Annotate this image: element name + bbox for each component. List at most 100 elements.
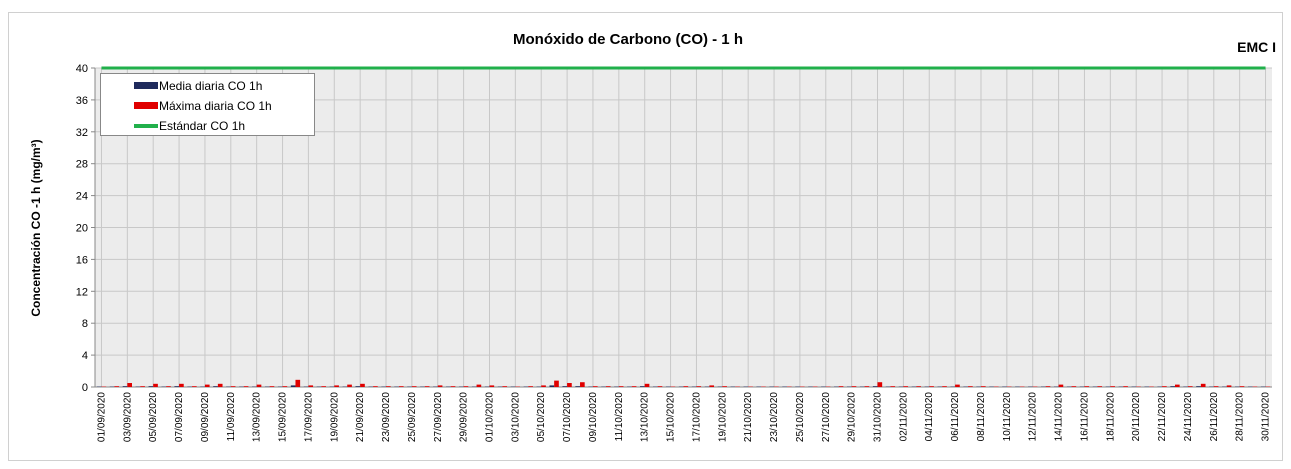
bar (903, 386, 909, 387)
bar (942, 386, 947, 387)
bar (243, 386, 249, 387)
bar (386, 386, 391, 387)
legend-label: Media diaria CO 1h (159, 79, 262, 93)
bar (1213, 386, 1219, 387)
bar (567, 383, 572, 387)
bar (114, 386, 120, 387)
y-tick-label: 20 (76, 223, 88, 235)
bar (541, 385, 546, 387)
bar (575, 386, 581, 387)
bar (476, 384, 482, 387)
bar (562, 386, 568, 387)
bar (1226, 385, 1232, 387)
bar (1200, 383, 1206, 387)
bar (554, 380, 559, 387)
x-tick-label: 27/09/2020 (433, 392, 444, 442)
bar (1123, 386, 1128, 387)
x-tick-label: 21/10/2020 (743, 392, 754, 442)
bar (174, 386, 180, 387)
bar (282, 386, 288, 387)
bar (127, 383, 132, 387)
bar (1110, 386, 1115, 387)
bar (1187, 386, 1193, 387)
bar (1239, 386, 1245, 387)
bar (411, 386, 417, 387)
x-tick-label: 15/10/2020 (666, 392, 677, 442)
bar (683, 386, 689, 387)
y-tick-label: 28 (76, 159, 88, 171)
x-tick-label: 18/11/2020 (1105, 392, 1116, 442)
bar (398, 386, 404, 387)
marks (96, 66, 1271, 387)
x-tick-label: 24/11/2020 (1183, 392, 1194, 442)
x-tick-label: 27/10/2020 (821, 392, 832, 442)
x-tick-label: 04/11/2020 (924, 392, 935, 442)
x-tick-label: 02/11/2020 (898, 392, 909, 442)
bar (290, 385, 296, 387)
x-tick-label: 10/11/2020 (1002, 392, 1013, 442)
bar (166, 386, 171, 387)
bar (1071, 386, 1077, 387)
x-tick-label: 29/10/2020 (847, 392, 858, 442)
x-tick-label: 23/09/2020 (381, 392, 392, 442)
x-tick-label: 20/11/2020 (1131, 392, 1142, 442)
bar (153, 383, 158, 387)
bar (722, 386, 727, 387)
x-tick-label: 09/09/2020 (200, 392, 211, 442)
bar (1058, 384, 1064, 387)
legend-swatch (134, 102, 158, 109)
bar (148, 386, 154, 387)
y-tick-label: 0 (82, 382, 88, 394)
x-tick-label: 03/10/2020 (510, 392, 521, 442)
bar (213, 386, 218, 387)
bar (1084, 386, 1090, 387)
legend-label: Máxima diaria CO 1h (159, 99, 272, 113)
bar (605, 386, 611, 387)
bar (968, 386, 973, 387)
bar (696, 386, 702, 387)
bar (437, 385, 443, 387)
chart-title: Monóxido de Carbono (CO) - 1 h (513, 31, 743, 48)
bar (269, 386, 275, 387)
x-tick-label: 22/11/2020 (1157, 392, 1168, 442)
bar (644, 383, 650, 387)
bar (355, 386, 361, 387)
bar (450, 386, 456, 387)
x-tick-label: 13/10/2020 (640, 392, 651, 442)
y-axis-label: Concentración CO -1 h (mg/m³) (29, 139, 43, 316)
grid: 0 4 8 12 16 20 24 28 32 36 40 01/09/2020 03/09/2020 0… (76, 63, 1272, 442)
bar (140, 386, 145, 387)
x-tick-label: 05/10/2020 (536, 392, 547, 442)
bar (528, 386, 533, 387)
bar (347, 384, 352, 387)
x-tick-label: 16/11/2020 (1079, 392, 1090, 442)
bar (640, 386, 645, 387)
bar (955, 384, 960, 387)
y-tick-label: 40 (76, 63, 88, 75)
x-tick-label: 01/09/2020 (96, 392, 107, 442)
y-tick-label: 8 (82, 318, 88, 330)
bar (631, 386, 637, 387)
x-tick-label: 25/09/2020 (407, 392, 418, 442)
bar (256, 384, 262, 387)
legend: Media diaria CO 1h Máxima diaria CO 1h Est… (100, 73, 315, 136)
x-tick-label: 09/10/2020 (588, 392, 599, 442)
bar (929, 386, 934, 387)
bar (916, 386, 921, 387)
legend-label: Estándar CO 1h (159, 119, 245, 133)
x-tick-label: 12/11/2020 (1028, 392, 1039, 442)
x-tick-label: 23/10/2020 (769, 392, 780, 442)
x-tick-label: 05/09/2020 (148, 392, 159, 442)
bar (890, 386, 896, 387)
bar (502, 386, 508, 387)
x-tick-label: 31/10/2020 (873, 392, 884, 442)
x-tick-label: 06/11/2020 (950, 392, 961, 442)
bar (580, 382, 585, 387)
x-tick-label: 13/09/2020 (252, 392, 263, 442)
bar (204, 384, 210, 387)
y-tick-label: 24 (76, 191, 88, 203)
legend-swatch (134, 82, 158, 89)
x-tick-label: 19/09/2020 (329, 392, 340, 442)
x-tick-label: 28/11/2020 (1235, 392, 1246, 442)
